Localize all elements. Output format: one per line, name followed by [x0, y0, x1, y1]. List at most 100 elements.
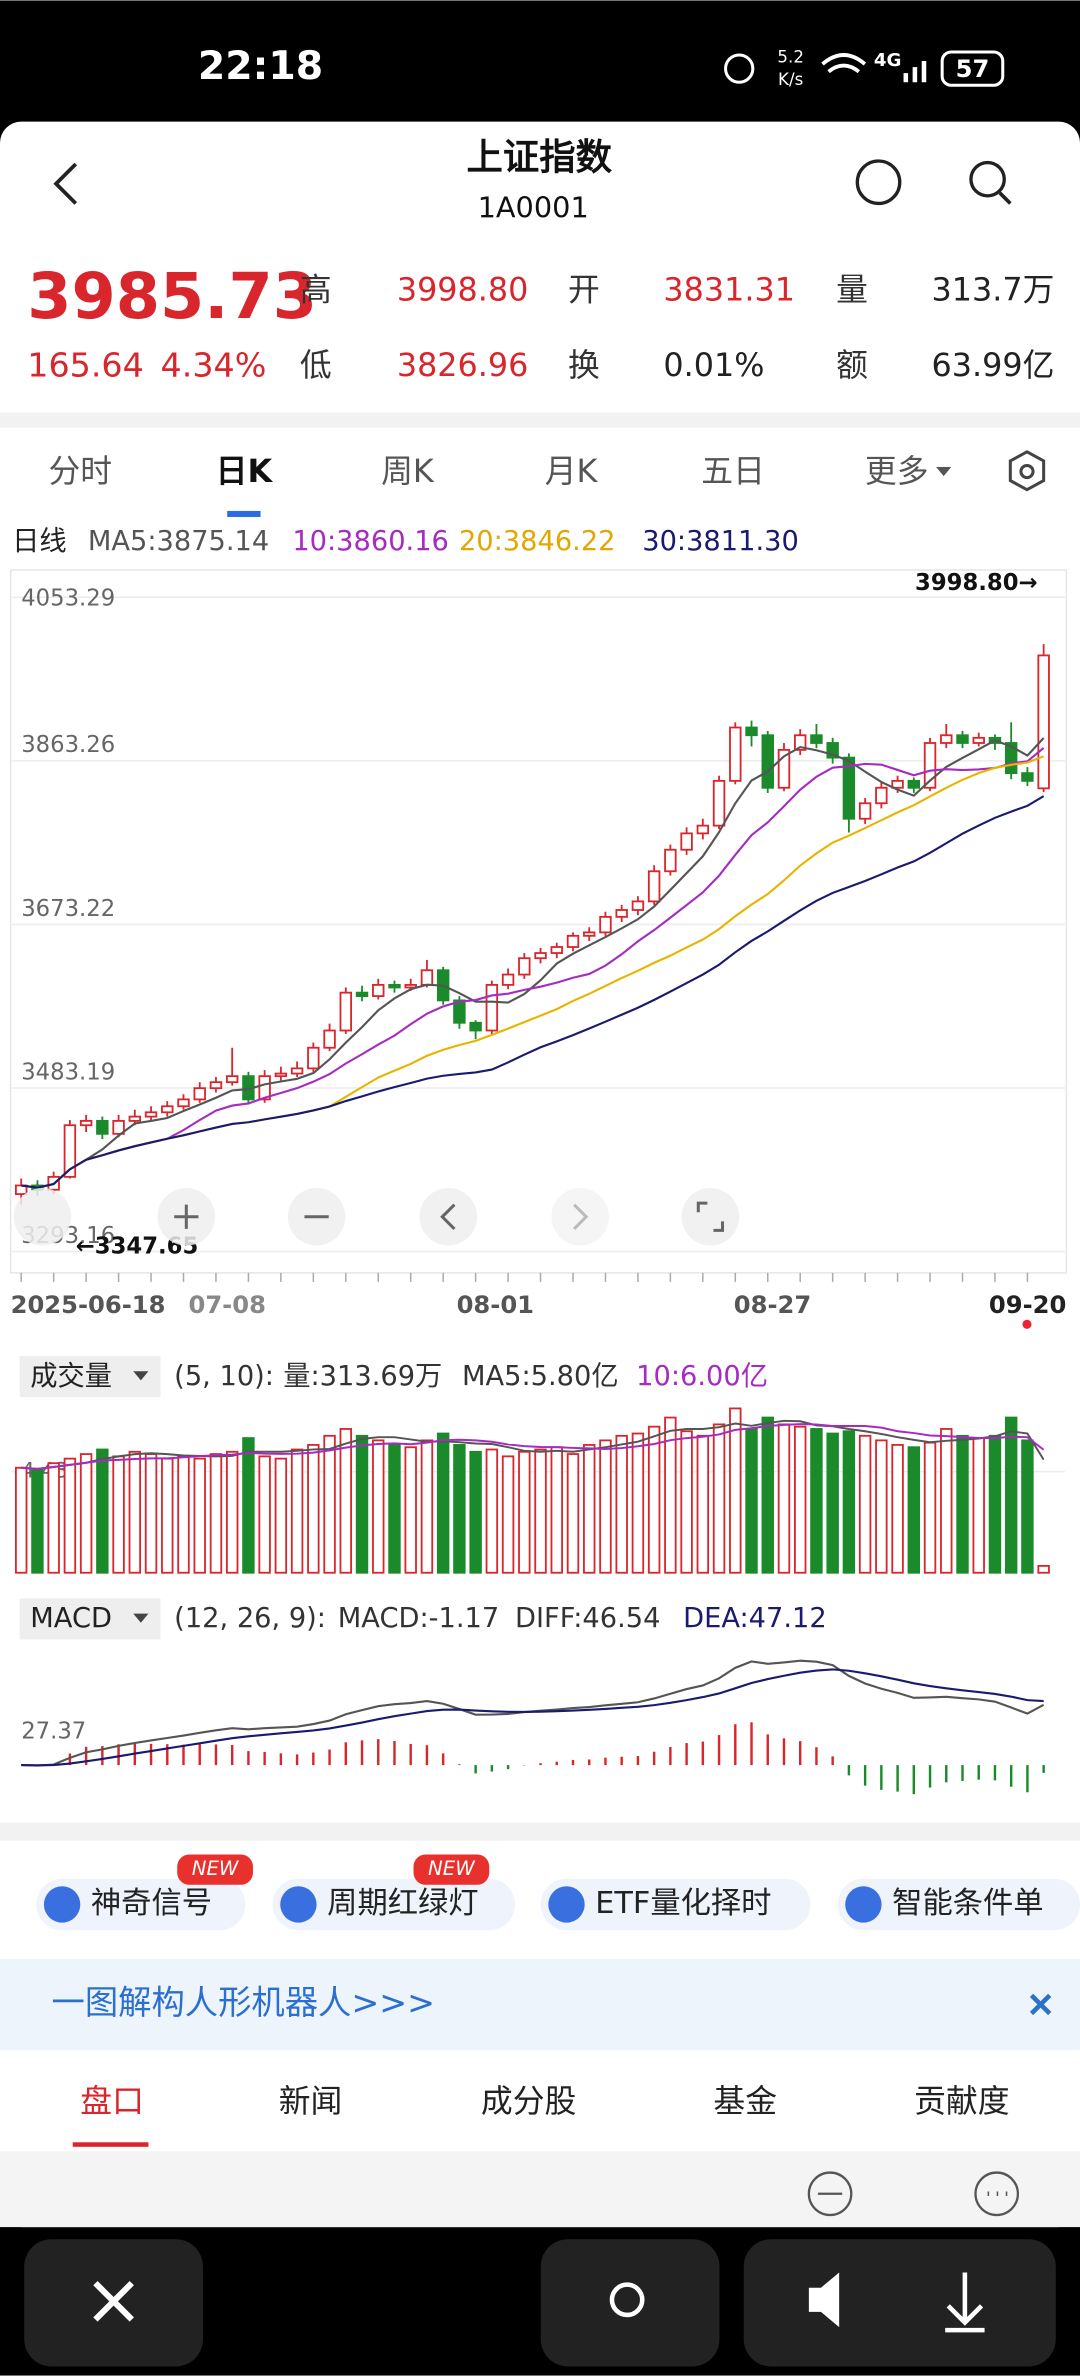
banner[interactable] [0, 1958, 1080, 2050]
candle-body [745, 726, 758, 737]
app-card [0, 121, 1080, 2228]
tab[interactable]: 五日 [701, 453, 765, 490]
scroll-left-button[interactable] [13, 1188, 72, 1246]
candle-body [469, 1021, 482, 1032]
candle-body [810, 734, 823, 744]
feature-button[interactable] [540, 1878, 811, 1931]
prev-icon [440, 1203, 456, 1230]
divider [0, 1822, 1080, 1841]
candle-body [1037, 654, 1050, 790]
candle-body [1004, 742, 1018, 775]
volume-chart: 4.43 [12, 1407, 1065, 1574]
y-tick-label: 3863.26 [21, 732, 115, 758]
volume-bar [1004, 1416, 1018, 1574]
candle-body [615, 909, 628, 918]
volume-bar [599, 1439, 612, 1574]
bottom-tab-indicator [72, 2142, 149, 2147]
candle-body [339, 991, 353, 1032]
prev-button[interactable] [419, 1188, 478, 1246]
volume-bar [31, 1469, 44, 1574]
volume-bar [793, 1425, 807, 1574]
volume-bar [1037, 1564, 1050, 1574]
stat-value: 63.99亿 [932, 347, 1055, 384]
chart-controls [13, 1188, 740, 1246]
volume-bar [501, 1455, 515, 1574]
candle-body [566, 934, 580, 948]
next-button[interactable] [551, 1188, 609, 1246]
more-button[interactable] [974, 2171, 1020, 2217]
candle-body [972, 736, 985, 744]
feature-icon [280, 1886, 317, 1923]
volume-selector[interactable] [19, 1356, 161, 1398]
banner-close[interactable] [1029, 1993, 1052, 2016]
tab[interactable]: 日K [216, 453, 274, 490]
candle-body [274, 1072, 288, 1078]
y-tick-label: 3483.19 [21, 1059, 115, 1085]
next-icon [573, 1203, 589, 1230]
lens-button[interactable] [540, 2239, 720, 2367]
volume-button[interactable] [808, 2272, 840, 2328]
title: 上证指数 [467, 136, 613, 179]
feature-icon [548, 1886, 585, 1923]
tabs: 分时 日K 周K 月K 五日 更多 [48, 453, 952, 490]
dropdown-arrow [936, 466, 952, 477]
close-icon [93, 2281, 134, 2322]
candle-body [712, 779, 726, 827]
volume-bar [583, 1444, 596, 1574]
stat-value: 3826.96 [397, 347, 529, 384]
volume-bar [96, 1448, 109, 1574]
bottom-tab[interactable]: 盘口 [80, 2083, 144, 2120]
ma10-legend: 10:3860.16 [292, 526, 449, 557]
search-button[interactable] [969, 160, 1006, 198]
ma5-line [21, 737, 1045, 1189]
candle-body [923, 742, 937, 789]
bottom-tab[interactable]: 基金 [713, 2083, 777, 2120]
macd-selector[interactable] [19, 1598, 161, 1640]
volume-bar [923, 1441, 937, 1574]
candle-body [826, 742, 839, 759]
bottom-tab[interactable]: 贡献度 [914, 2083, 1009, 2120]
candle-body [534, 952, 547, 960]
feature-button[interactable] [36, 1878, 246, 1931]
volume-bar [761, 1416, 774, 1574]
back-button[interactable] [53, 162, 78, 205]
stats: 高 3998.80 开 3831.31 量 313.7万低 3826.96 换 0.01% 额 63… [300, 271, 1054, 384]
volume-bar [712, 1423, 726, 1574]
macd-value: MACD:-1.17 [338, 1603, 499, 1634]
volume-ma10: 10:6.00亿 [636, 1361, 768, 1392]
volume-bar [128, 1450, 142, 1574]
feature-icon [43, 1886, 81, 1923]
candle-body [79, 1119, 93, 1127]
bottom-tab[interactable]: 成分股 [481, 2083, 576, 2120]
feature-button[interactable] [272, 1878, 516, 1931]
volume-bar [274, 1457, 288, 1574]
download-button[interactable] [945, 2272, 985, 2333]
feature-label: 智能条件单 [892, 1886, 1043, 1921]
feature-button[interactable] [837, 1878, 1080, 1931]
settings-button[interactable] [1008, 450, 1046, 492]
tab[interactable]: 月K [545, 453, 599, 490]
candle-body [940, 734, 953, 744]
stat-value: 3998.80 [397, 271, 529, 308]
tab[interactable]: 更多 [865, 453, 929, 490]
feature-icon [845, 1886, 882, 1923]
plus-icon [174, 1204, 199, 1229]
lens-icon [609, 2282, 645, 2318]
banner-text: 一图解构人形机器人>>> [52, 1983, 436, 2022]
tab[interactable]: 周K [381, 453, 435, 490]
stat-label: 低 [300, 347, 332, 384]
fullscreen-button[interactable] [681, 1188, 740, 1246]
candle-body [696, 824, 710, 835]
collapse-button[interactable] [807, 2171, 853, 2217]
dropdown-arrow [133, 1613, 149, 1623]
volume-ma10-line [21, 1423, 1045, 1470]
volume-bar [63, 1457, 77, 1574]
macd-label: MACD [30, 1603, 112, 1634]
bottom-tab[interactable]: 新闻 [279, 2083, 343, 2120]
service-button[interactable] [855, 159, 902, 206]
stat-label: 开 [568, 271, 600, 308]
volume-bar [891, 1444, 904, 1574]
tab[interactable]: 分时 [48, 453, 112, 490]
volume-bar [842, 1430, 856, 1574]
